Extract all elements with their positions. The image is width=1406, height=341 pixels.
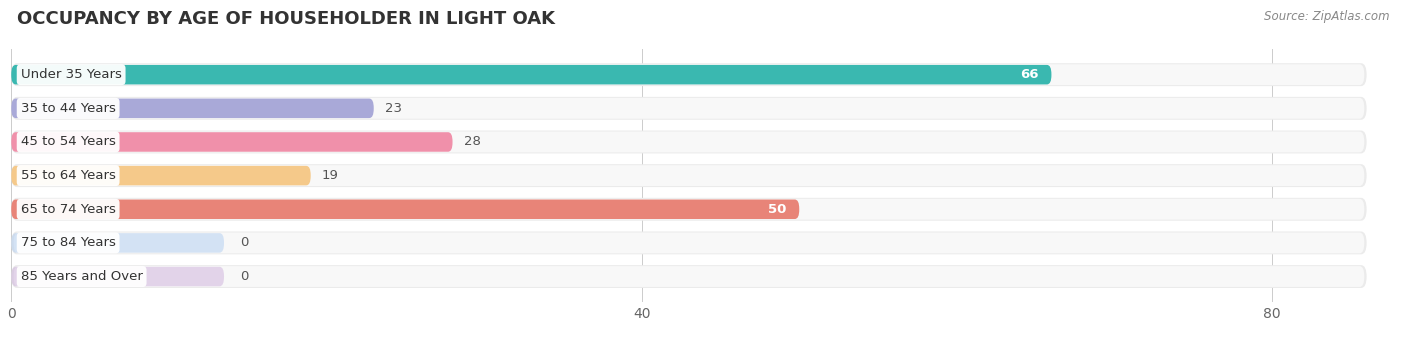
FancyBboxPatch shape xyxy=(14,233,1364,253)
FancyBboxPatch shape xyxy=(14,165,1364,186)
Text: 19: 19 xyxy=(322,169,339,182)
Text: 0: 0 xyxy=(240,270,247,283)
FancyBboxPatch shape xyxy=(11,132,453,152)
FancyBboxPatch shape xyxy=(11,166,311,186)
FancyBboxPatch shape xyxy=(11,164,1367,187)
Text: Under 35 Years: Under 35 Years xyxy=(21,68,121,81)
Text: 50: 50 xyxy=(768,203,786,216)
FancyBboxPatch shape xyxy=(11,265,1367,288)
Text: 85 Years and Over: 85 Years and Over xyxy=(21,270,142,283)
Text: 35 to 44 Years: 35 to 44 Years xyxy=(21,102,115,115)
FancyBboxPatch shape xyxy=(14,266,1364,287)
FancyBboxPatch shape xyxy=(14,98,1364,119)
FancyBboxPatch shape xyxy=(11,232,1367,254)
FancyBboxPatch shape xyxy=(11,65,1052,85)
Text: 66: 66 xyxy=(1021,68,1039,81)
FancyBboxPatch shape xyxy=(11,131,1367,153)
FancyBboxPatch shape xyxy=(14,64,1364,85)
FancyBboxPatch shape xyxy=(14,132,1364,152)
Text: OCCUPANCY BY AGE OF HOUSEHOLDER IN LIGHT OAK: OCCUPANCY BY AGE OF HOUSEHOLDER IN LIGHT… xyxy=(17,10,555,28)
Text: 45 to 54 Years: 45 to 54 Years xyxy=(21,135,115,148)
FancyBboxPatch shape xyxy=(11,267,224,286)
FancyBboxPatch shape xyxy=(11,233,224,253)
Text: 55 to 64 Years: 55 to 64 Years xyxy=(21,169,115,182)
Text: 28: 28 xyxy=(464,135,481,148)
Text: Source: ZipAtlas.com: Source: ZipAtlas.com xyxy=(1264,10,1389,23)
FancyBboxPatch shape xyxy=(11,199,799,219)
FancyBboxPatch shape xyxy=(14,199,1364,220)
Text: 23: 23 xyxy=(385,102,402,115)
FancyBboxPatch shape xyxy=(11,97,1367,120)
Text: 0: 0 xyxy=(240,236,247,249)
Text: 65 to 74 Years: 65 to 74 Years xyxy=(21,203,115,216)
FancyBboxPatch shape xyxy=(11,63,1367,86)
FancyBboxPatch shape xyxy=(11,198,1367,221)
FancyBboxPatch shape xyxy=(11,99,374,118)
Text: 75 to 84 Years: 75 to 84 Years xyxy=(21,236,115,249)
